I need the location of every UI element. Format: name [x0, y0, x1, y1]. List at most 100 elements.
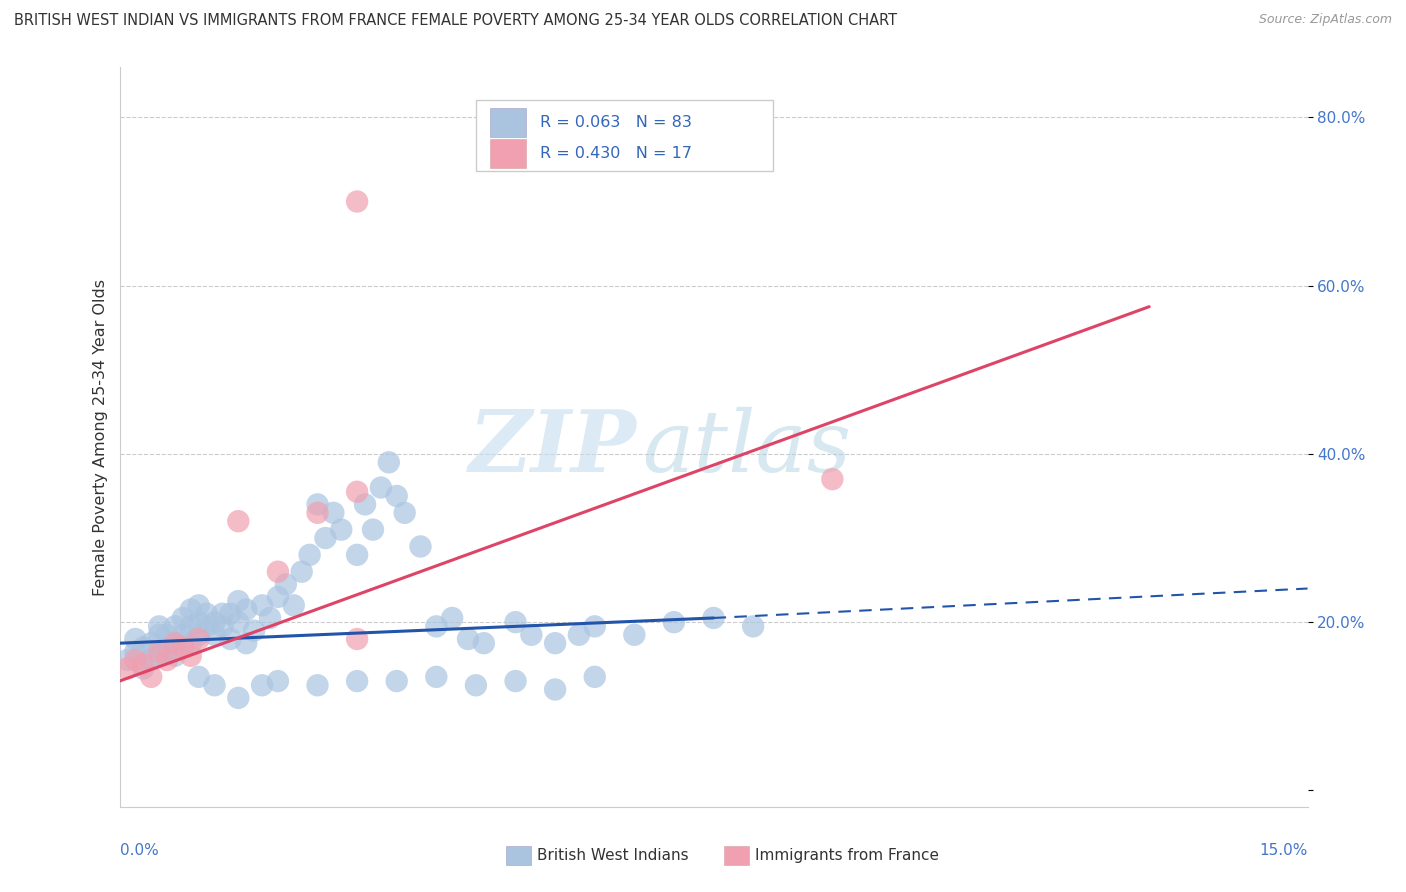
- Point: [228, 514, 250, 528]
- Point: [583, 670, 606, 684]
- Point: [409, 540, 432, 554]
- FancyBboxPatch shape: [475, 100, 773, 170]
- Point: [346, 674, 368, 689]
- Point: [195, 607, 218, 621]
- Point: [163, 636, 186, 650]
- Point: [172, 640, 194, 655]
- Point: [267, 674, 290, 689]
- Point: [124, 645, 146, 659]
- Point: [520, 628, 543, 642]
- Point: [228, 690, 250, 705]
- Point: [346, 194, 368, 209]
- Point: [505, 674, 527, 689]
- Point: [250, 599, 273, 613]
- Point: [204, 628, 226, 642]
- Text: R = 0.063   N = 83: R = 0.063 N = 83: [540, 115, 692, 130]
- Point: [141, 653, 163, 667]
- Text: R = 0.430   N = 17: R = 0.430 N = 17: [540, 146, 692, 161]
- Point: [583, 619, 606, 633]
- Point: [703, 611, 725, 625]
- Point: [204, 678, 226, 692]
- Y-axis label: Female Poverty Among 25-34 Year Olds: Female Poverty Among 25-34 Year Olds: [93, 278, 108, 596]
- Point: [425, 619, 447, 633]
- Point: [228, 594, 250, 608]
- Point: [117, 653, 139, 667]
- Text: 0.0%: 0.0%: [120, 843, 159, 858]
- Point: [163, 619, 186, 633]
- Point: [219, 632, 242, 646]
- Point: [250, 678, 273, 692]
- Point: [394, 506, 416, 520]
- Text: Immigrants from France: Immigrants from France: [755, 848, 939, 863]
- Point: [132, 657, 155, 672]
- Point: [211, 607, 233, 621]
- Text: Source: ZipAtlas.com: Source: ZipAtlas.com: [1258, 13, 1392, 27]
- Point: [148, 619, 170, 633]
- Point: [195, 619, 218, 633]
- Point: [425, 670, 447, 684]
- Text: British West Indians: British West Indians: [537, 848, 689, 863]
- Point: [141, 636, 163, 650]
- Point: [180, 648, 202, 663]
- Point: [148, 628, 170, 642]
- Point: [346, 548, 368, 562]
- Point: [180, 602, 202, 616]
- Point: [457, 632, 479, 646]
- Point: [156, 628, 179, 642]
- Point: [568, 628, 591, 642]
- Point: [228, 615, 250, 630]
- Point: [623, 628, 645, 642]
- Point: [298, 548, 321, 562]
- Point: [156, 640, 179, 655]
- Point: [441, 611, 464, 625]
- Point: [307, 497, 329, 511]
- Point: [117, 661, 139, 675]
- Point: [187, 615, 209, 630]
- Point: [544, 682, 567, 697]
- Point: [662, 615, 685, 630]
- Point: [385, 489, 408, 503]
- Point: [346, 632, 368, 646]
- Point: [132, 640, 155, 655]
- Point: [243, 624, 266, 638]
- Point: [187, 628, 209, 642]
- Point: [314, 531, 336, 545]
- Point: [187, 599, 209, 613]
- Point: [172, 628, 194, 642]
- Point: [219, 607, 242, 621]
- Point: [291, 565, 314, 579]
- Point: [472, 636, 495, 650]
- Bar: [491, 139, 526, 169]
- Point: [385, 674, 408, 689]
- Point: [544, 636, 567, 650]
- Point: [148, 648, 170, 663]
- Point: [235, 602, 257, 616]
- Point: [163, 648, 186, 663]
- Point: [124, 653, 146, 667]
- Point: [742, 619, 765, 633]
- Point: [274, 577, 297, 591]
- Point: [172, 611, 194, 625]
- Point: [180, 619, 202, 633]
- Text: ZIP: ZIP: [468, 407, 637, 490]
- Point: [204, 615, 226, 630]
- Point: [505, 615, 527, 630]
- Point: [346, 484, 368, 499]
- Point: [259, 611, 281, 625]
- Point: [156, 653, 179, 667]
- Text: 15.0%: 15.0%: [1260, 843, 1308, 858]
- Point: [330, 523, 353, 537]
- Point: [163, 636, 186, 650]
- Point: [307, 506, 329, 520]
- Point: [361, 523, 384, 537]
- Point: [172, 640, 194, 655]
- Point: [132, 661, 155, 675]
- Point: [211, 619, 233, 633]
- Point: [378, 455, 401, 469]
- Point: [156, 645, 179, 659]
- Point: [187, 670, 209, 684]
- Point: [283, 599, 305, 613]
- Point: [180, 636, 202, 650]
- Point: [370, 481, 392, 495]
- Point: [267, 565, 290, 579]
